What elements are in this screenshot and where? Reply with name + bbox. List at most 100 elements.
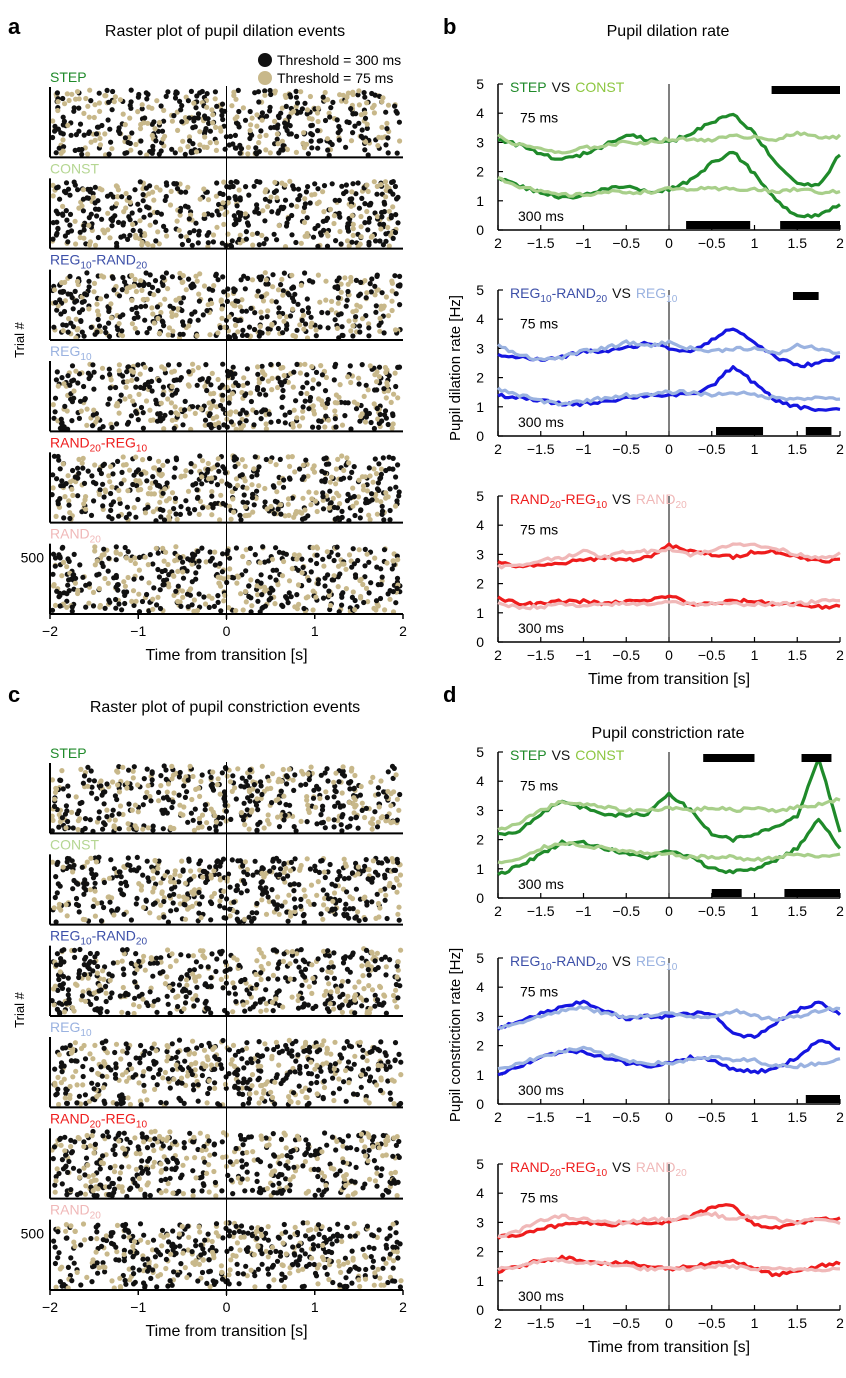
raster-c-dot <box>254 982 260 988</box>
raster-a-dot <box>354 401 360 407</box>
raster-a-dot <box>106 308 112 314</box>
raster-a-dot <box>170 572 176 579</box>
raster-a-dot <box>227 566 233 572</box>
raster-a-dot <box>303 189 309 195</box>
raster-a-dot <box>233 96 239 102</box>
raster-a-dot <box>254 583 260 589</box>
raster-c-dot <box>258 976 264 983</box>
raster-a-dot <box>148 366 154 372</box>
raster-a-dot <box>386 454 392 460</box>
raster-a-ylabel: Trial # <box>12 321 27 357</box>
raster-c-dot <box>65 992 71 998</box>
raster-a-dot <box>109 424 115 431</box>
raster-a-dot <box>80 465 86 471</box>
raster-a-dot <box>156 574 162 580</box>
raster-a-dot <box>202 417 209 423</box>
raster-c-dot <box>236 962 242 969</box>
raster-c-dot <box>120 966 126 972</box>
raster-c-dot <box>324 1006 331 1012</box>
raster-a-dot <box>295 582 302 588</box>
raster-a-dot <box>366 465 372 471</box>
raster-a-dot <box>95 308 101 314</box>
raster-a-dot <box>113 544 119 550</box>
raster-c-dot <box>358 783 364 790</box>
raster-a-dot <box>174 218 180 224</box>
raster-a-dot <box>240 607 246 613</box>
raster-c-dot <box>106 971 112 977</box>
raster-c-dot <box>159 807 165 814</box>
raster-c-dot <box>191 1003 197 1009</box>
raster-a-dot <box>144 241 150 247</box>
raster-a-dot <box>116 513 122 519</box>
raster-c-dot <box>239 775 245 781</box>
raster-a-dot <box>237 150 243 156</box>
raster-a-dot <box>358 234 364 240</box>
raster-a-dot <box>367 363 373 369</box>
raster-a-dot <box>158 309 164 316</box>
raster-a-dot <box>356 381 362 387</box>
raster-a-dot <box>113 572 119 579</box>
raster-a-dot <box>69 486 75 492</box>
raster-a-dot <box>226 400 232 406</box>
raster-a-dot <box>337 571 343 577</box>
raster-a-dot <box>183 189 189 195</box>
raster-c-dot <box>125 821 131 827</box>
raster-a-dot <box>237 232 243 238</box>
raster-c-dot <box>73 794 79 800</box>
raster-c-dot <box>82 998 89 1004</box>
raster-c-dot <box>357 792 363 798</box>
raster-c-dot <box>355 909 361 915</box>
raster-a-dot <box>90 603 97 609</box>
raster-a-dot <box>189 285 195 291</box>
raster-a-dot <box>110 88 116 95</box>
raster-a-dot <box>61 144 67 150</box>
raster-a-dot <box>126 511 132 517</box>
raster-a-dot <box>244 380 251 386</box>
raster-a-dot <box>276 549 282 555</box>
raster-a-dot <box>218 298 224 304</box>
raster-a-dot <box>204 308 210 314</box>
raster-a-dot <box>103 293 110 299</box>
raster-a-dot <box>139 242 145 248</box>
raster-a-dot <box>101 546 107 552</box>
raster-a-dot <box>363 139 369 145</box>
legend-black-label: Threshold = 300 ms <box>277 52 401 68</box>
raster-a-dot <box>210 239 216 245</box>
raster-a-dot <box>133 384 139 390</box>
raster-a-dot <box>97 602 103 609</box>
raster-c-dot <box>391 1101 397 1107</box>
raster-a-dot <box>357 515 363 521</box>
raster-c-dot <box>182 794 188 801</box>
raster-c-dot <box>366 1010 372 1016</box>
raster-a-dot <box>254 123 260 129</box>
raster-c-dot <box>274 989 280 996</box>
raster-c-dot <box>337 994 343 1000</box>
raster-c-dot <box>84 881 90 887</box>
raster-a-dot <box>286 578 293 584</box>
raster-a-dot <box>137 207 143 213</box>
raster-a-dot <box>343 303 349 309</box>
raster-a-label-1-base: CONST <box>50 160 99 176</box>
raster-a-dot <box>298 390 304 396</box>
raster-a-dot <box>212 549 218 555</box>
raster-a-dot <box>250 242 256 248</box>
raster-a-dot <box>293 239 299 246</box>
raster-c-dot <box>291 881 297 887</box>
raster-a-dot <box>141 282 147 289</box>
raster-c-dot <box>105 894 111 900</box>
raster-a-dot <box>86 375 92 382</box>
raster-c-label-2: REG10-RAND20 <box>50 928 148 948</box>
raster-a-dot <box>54 230 60 236</box>
raster-a-dot <box>155 315 161 322</box>
raster-a-dot <box>315 577 322 583</box>
raster-a-label-4-sub1: 20 <box>90 443 102 454</box>
raster-c-dot <box>175 1003 181 1010</box>
raster-c-dot <box>287 961 293 967</box>
raster-a-dot <box>65 186 72 192</box>
raster-a-dot <box>243 410 249 416</box>
raster-a-dot <box>237 195 243 201</box>
raster-a-dot <box>130 398 136 404</box>
raster-c-dot <box>151 885 157 891</box>
raster-a-dot <box>171 377 177 383</box>
